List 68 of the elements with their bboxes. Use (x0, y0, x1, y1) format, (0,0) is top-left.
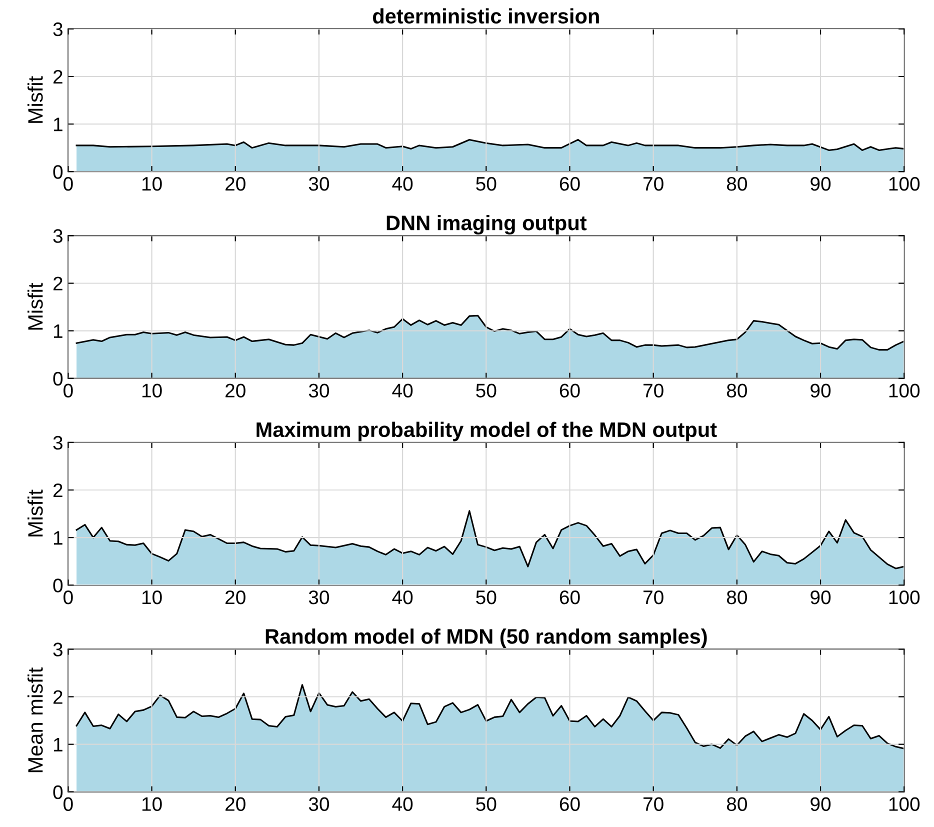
x-tick-label: 50 (476, 176, 496, 191)
x-tick-label: 20 (226, 176, 246, 191)
y-tick-label: 0 (53, 578, 63, 592)
y-axis-title: Misfit (28, 490, 43, 536)
x-tick-label: 100 (889, 384, 920, 398)
x-tick-label: 30 (308, 797, 330, 811)
y-tick-label: 2 (53, 70, 62, 84)
y-tick-label: 0 (53, 372, 63, 386)
x-tick-label: 50 (476, 384, 496, 398)
y-tick-label: 3 (53, 22, 62, 36)
x-tick-label: 70 (644, 797, 664, 811)
y-tick-label: 0 (53, 165, 63, 179)
x-tick-label: 40 (392, 797, 413, 811)
y-tick-label: 1 (54, 738, 62, 752)
y-tick-label: 3 (53, 642, 62, 656)
x-tick-label: 40 (392, 176, 413, 191)
x-tick-label: 40 (392, 590, 413, 604)
x-tick-label: 20 (226, 590, 246, 604)
x-tick-label: 90 (810, 176, 831, 191)
x-tick-label: 30 (308, 384, 330, 398)
x-tick-label: 10 (142, 590, 162, 604)
chart-title: Maximum probability model of the MDN output (256, 422, 717, 442)
y-tick-label: 2 (53, 690, 62, 704)
x-tick-label: 90 (810, 590, 831, 604)
y-tick-label: 1 (54, 324, 62, 338)
x-tick-label: 60 (560, 797, 580, 811)
x-tick-label: 50 (476, 590, 496, 604)
x-tick-label: 60 (560, 384, 580, 398)
x-tick-label: 10 (142, 797, 162, 811)
x-tick-label: 30 (308, 176, 330, 191)
x-tick-label: 0 (64, 176, 73, 191)
x-tick-label: 100 (889, 797, 920, 811)
y-tick-label: 1 (54, 118, 62, 132)
x-tick-label: 60 (560, 176, 580, 191)
x-tick-label: 0 (64, 384, 73, 398)
chart-title: DNN imaging output (386, 215, 587, 235)
x-tick-label: 70 (644, 176, 664, 191)
x-tick-label: 70 (644, 384, 664, 398)
y-axis-title: Mean misfit (28, 667, 43, 772)
x-tick-label: 80 (726, 797, 747, 811)
y-tick-label: 0 (53, 785, 63, 800)
x-tick-label: 10 (142, 176, 162, 191)
x-tick-label: 0 (64, 797, 73, 811)
y-axis-title: Misfit (28, 282, 43, 330)
y-tick-label: 1 (54, 531, 62, 545)
y-tick-label: 3 (53, 436, 62, 450)
x-tick-label: 30 (308, 590, 330, 604)
y-tick-label: 3 (53, 229, 62, 243)
x-tick-label: 10 (142, 384, 162, 398)
chart-title: Random model of MDN (50 random samples) (266, 628, 707, 648)
x-tick-label: 70 (644, 590, 664, 604)
y-tick-label: 2 (53, 276, 62, 290)
x-tick-label: 90 (810, 797, 831, 811)
x-tick-label: 80 (726, 590, 747, 604)
x-tick-label: 80 (726, 176, 747, 191)
x-tick-label: 20 (226, 384, 246, 398)
y-tick-label: 2 (53, 483, 62, 498)
x-tick-label: 100 (889, 176, 920, 191)
x-tick-label: 0 (64, 590, 73, 604)
x-tick-label: 60 (560, 590, 580, 604)
x-tick-label: 90 (810, 384, 831, 398)
chart-title: deterministic inversion (372, 8, 599, 24)
x-tick-label: 100 (889, 590, 920, 604)
x-tick-label: 40 (392, 384, 413, 398)
x-tick-label: 50 (476, 797, 496, 811)
y-axis-title: Misfit (28, 76, 43, 123)
x-tick-label: 80 (726, 384, 747, 398)
x-tick-label: 20 (226, 797, 246, 811)
